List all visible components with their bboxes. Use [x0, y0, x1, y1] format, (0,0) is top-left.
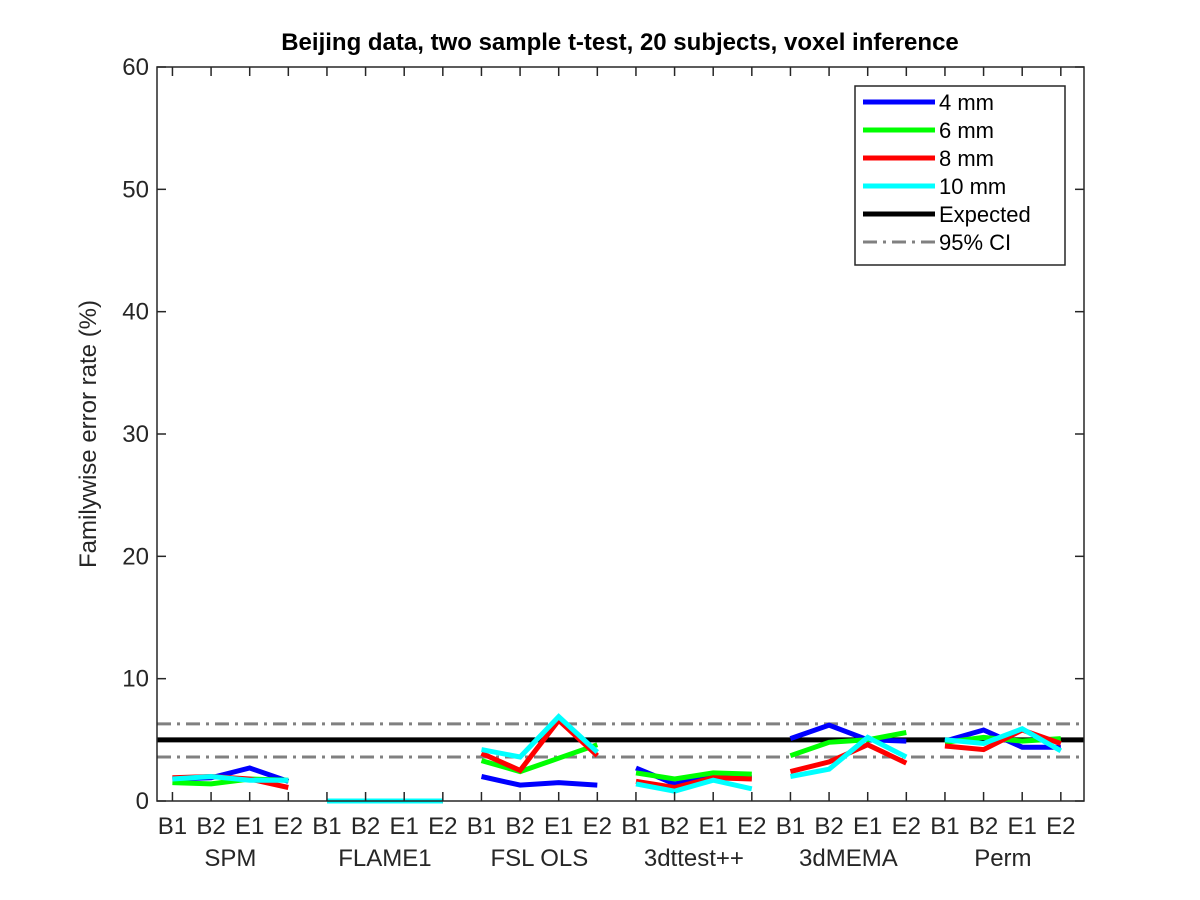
x-tick-label: B2: [196, 813, 225, 840]
series-line-4-mm-FSL-OLS: [480, 774, 598, 788]
x-tick-label: E1: [853, 813, 882, 840]
x-tick-label: B2: [814, 813, 843, 840]
series-line-6-mm-3dttest-: [635, 770, 752, 782]
legend-label: 8 mm: [939, 146, 994, 171]
y-tick-label: 20: [122, 543, 149, 570]
series-line-8-mm-Perm: [944, 727, 1062, 753]
legend: 4 mm 6 mm 8 mm 10 mm Expected 95% CI: [854, 85, 1066, 266]
series-line-6-mm-FSL-OLS: [480, 742, 599, 775]
x-tick-label: B1: [621, 813, 650, 840]
series-line-10-mm-3dMEMA: [789, 734, 908, 779]
x-tick-label: E2: [892, 813, 921, 840]
x-tick-label: E2: [583, 813, 612, 840]
y-tick-label: 50: [122, 176, 149, 203]
x-tick-label: E1: [390, 813, 419, 840]
x-tick-label: E2: [1046, 813, 1075, 840]
x-tick-label: B1: [312, 813, 341, 840]
x-tick-label: B2: [969, 813, 998, 840]
series-line-10-mm-SPM: [172, 773, 289, 783]
legend-label: 10 mm: [939, 174, 1006, 199]
series-line-8-mm-FSL-OLS: [480, 716, 599, 774]
x-tick-label: B1: [158, 813, 187, 840]
y-axis-label: Familywise error rate (%): [75, 300, 102, 568]
group-label: Perm: [974, 845, 1031, 872]
group-label: SPM: [204, 845, 256, 872]
series-line-10-mm-3dttest-: [635, 777, 753, 794]
y-tick-label: 60: [122, 54, 149, 81]
series-line-4-mm-3dMEMA: [789, 722, 907, 744]
y-tick-label: 30: [122, 421, 149, 448]
legend-box: [854, 85, 1066, 266]
y-tick-label: 0: [136, 788, 149, 815]
y-tick-label: 40: [122, 299, 149, 326]
x-tick-label: B1: [467, 813, 496, 840]
y-tick-label: 10: [122, 666, 149, 693]
legend-label: 95% CI: [939, 230, 1011, 255]
x-tick-label: E1: [544, 813, 573, 840]
x-tick-label: B2: [505, 813, 534, 840]
legend-label: 4 mm: [939, 90, 994, 115]
x-tick-label: E2: [737, 813, 766, 840]
x-tick-label: E2: [274, 813, 303, 840]
legend-label: 6 mm: [939, 118, 994, 143]
series-line-10-mm-Perm: [944, 726, 1063, 753]
x-tick-label: E1: [1008, 813, 1037, 840]
group-label: FLAME1: [338, 845, 431, 872]
group-label: 3dttest++: [644, 845, 744, 872]
plot-area: 0 10 20 30 40 50 60 B1 B2 E1 E2 B1 B2 E1 E2 B1 B2 E1 E2 B1 B…: [122, 54, 1085, 872]
x-tick-label: B2: [351, 813, 380, 840]
legend-label: Expected: [939, 202, 1031, 227]
series-line-6-mm-3dMEMA: [789, 730, 907, 759]
series-line-8-mm-3dttest-: [635, 775, 752, 791]
x-tick-label: E2: [428, 813, 457, 840]
x-tick-label: B2: [660, 813, 689, 840]
x-tick-label: E1: [235, 813, 264, 840]
chart-title: Beijing data, two sample t-test, 20 subj…: [281, 29, 959, 56]
x-tick-label: B1: [776, 813, 805, 840]
x-tick-label: E1: [699, 813, 728, 840]
group-label: FSL OLS: [490, 845, 588, 872]
group-label: 3dMEMA: [799, 845, 898, 872]
series-line-10-mm-FSL-OLS: [481, 713, 599, 760]
x-tick-label: B1: [930, 813, 959, 840]
